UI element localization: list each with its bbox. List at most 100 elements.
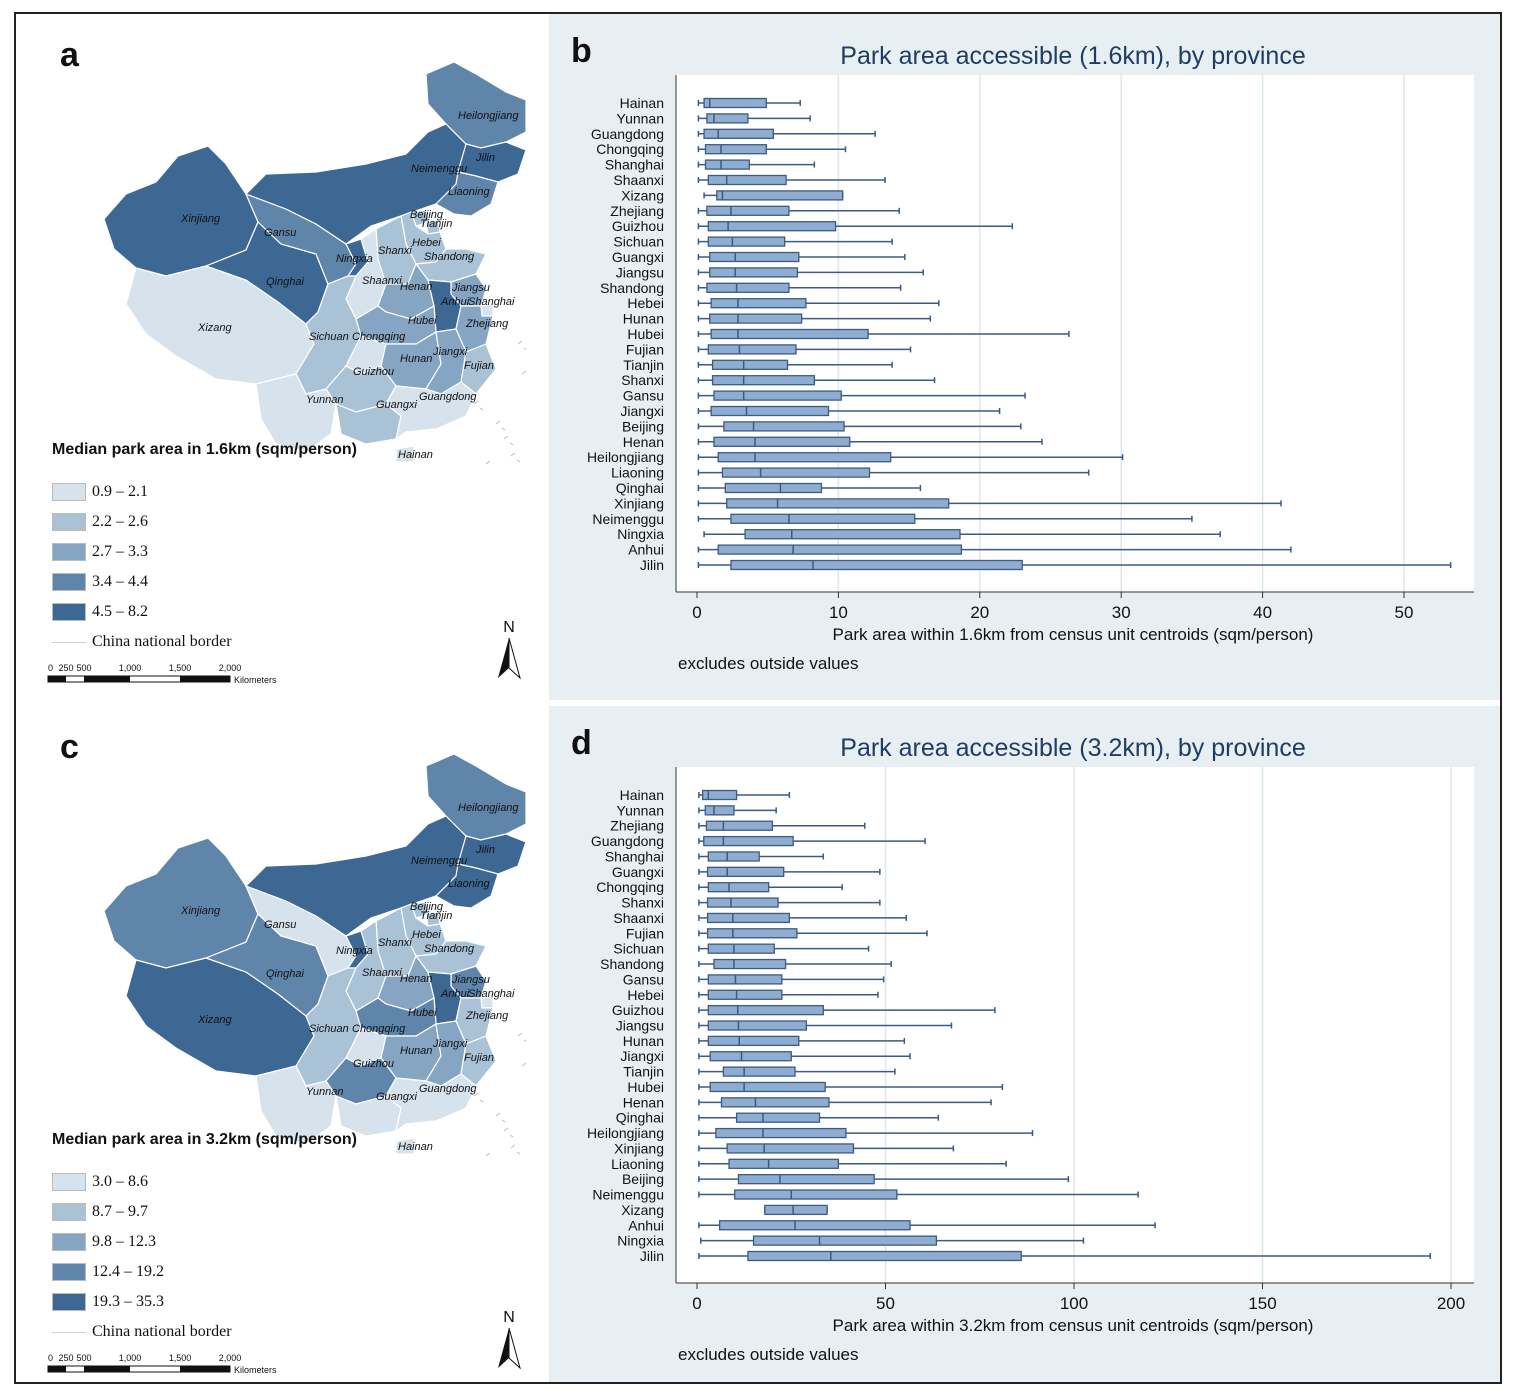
category-label: Heilongjiang <box>587 449 664 465</box>
legend-swatch <box>52 603 86 621</box>
province-label-shaanxi: Shaanxi <box>362 275 402 287</box>
north-arrow-icon: N <box>498 619 521 680</box>
x-tick-label: 150 <box>1248 1294 1276 1313</box>
box-beijing <box>698 1174 1070 1185</box>
province-liaoning <box>435 171 499 217</box>
box-hebei <box>698 989 879 1000</box>
panel-label-b: b <box>571 32 592 70</box>
category-label: Anhui <box>628 542 664 558</box>
category-label: Guangxi <box>612 249 664 265</box>
province-label-heilongjiang: Heilongjiang <box>458 110 519 122</box>
province-label-fujian: Fujian <box>464 360 494 372</box>
province-label-shanxi: Shanxi <box>378 937 412 949</box>
category-label: Hubei <box>627 1079 664 1095</box>
category-label: Gansu <box>623 388 664 404</box>
category-label: Hubei <box>627 326 664 342</box>
iqr-box <box>711 375 816 386</box>
legend-label: China national border <box>92 1323 232 1340</box>
iqr-box <box>728 1158 840 1169</box>
legend-label: 9.8 – 12.3 <box>92 1233 156 1250</box>
category-label: Liaoning <box>611 1156 664 1172</box>
x-tick-label: 50 <box>1395 603 1414 622</box>
chart-title: Park area accessible (3.2km), by provinc… <box>840 734 1305 762</box>
province-label-xinjiang: Xinjiang <box>180 213 221 225</box>
legend-item: 9.8 – 12.3 <box>52 1232 156 1252</box>
category-label: Guizhou <box>612 1002 664 1018</box>
category-label: Yunnan <box>617 802 665 818</box>
box-henan <box>698 1097 992 1108</box>
iqr-box <box>703 835 794 847</box>
category-label: Neimenggu <box>592 511 664 527</box>
legend-title: Median park area in 3.2km (sqm/person) <box>52 1131 357 1148</box>
legend-label: 3.4 – 4.4 <box>92 573 148 590</box>
iqr-box <box>711 359 789 370</box>
province-hainan <box>395 1137 415 1155</box>
iqr-box <box>713 436 851 447</box>
iqr-box <box>707 174 787 186</box>
box-jiangxi <box>698 1051 911 1062</box>
x-tick-label: 0 <box>692 603 701 622</box>
island-markers <box>473 1032 526 1156</box>
province-yunnan <box>255 1065 337 1145</box>
box-neimenggu <box>697 513 1193 524</box>
province-label-hebei: Hebei <box>412 929 441 941</box>
category-label: Hainan <box>620 95 664 111</box>
category-label: Tianjin <box>623 357 664 373</box>
iqr-box <box>726 1143 855 1154</box>
box-jilin <box>698 1250 1432 1262</box>
box-fujian <box>697 344 912 355</box>
iqr-box <box>720 1097 830 1108</box>
category-label: Shaanxi <box>613 910 664 926</box>
legend-item-border: China national border <box>52 1322 232 1342</box>
legend-item: 3.0 – 8.6 <box>52 1172 148 1192</box>
scale-tick-label: 0 <box>48 663 53 673</box>
iqr-box <box>706 912 791 924</box>
province-label-jilin: Jilin <box>475 152 495 164</box>
iqr-box <box>707 1004 824 1016</box>
iqr-box <box>704 144 767 155</box>
iqr-box <box>706 928 798 939</box>
box-guizhou <box>698 1004 996 1016</box>
box-hunan <box>697 313 932 324</box>
category-label: Liaoning <box>611 465 664 481</box>
scale-tick-label: 1,500 <box>169 663 192 673</box>
category-label: Sichuan <box>613 941 664 957</box>
province-label-ningxia: Ningxia <box>336 253 373 265</box>
province-label-yunnan: Yunnan <box>306 1086 344 1098</box>
box-fujian <box>698 928 928 939</box>
iqr-box <box>737 1174 875 1185</box>
chart-note: excludes outside values <box>678 654 859 673</box>
province-label-yunnan: Yunnan <box>306 394 344 406</box>
province-label-ningxia: Ningxia <box>336 945 373 957</box>
province-label-chongqing: Chongqing <box>352 1023 406 1035</box>
box-ningxia <box>703 529 1221 540</box>
province-label-guangxi: Guangxi <box>376 1091 418 1103</box>
category-label: Henan <box>623 434 664 450</box>
province-label-guizhou: Guizhou <box>353 1058 394 1070</box>
x-tick-label: 50 <box>876 1294 895 1313</box>
category-label: Gansu <box>623 971 664 987</box>
legend-label: 12.4 – 19.2 <box>92 1263 164 1280</box>
box-xizang <box>764 1204 828 1216</box>
box-hainan <box>697 97 801 109</box>
category-label: Tianjin <box>623 1064 664 1080</box>
iqr-box <box>702 789 738 801</box>
scale-tick-label: 1,000 <box>119 1353 142 1363</box>
panel-label-a: a <box>60 36 79 74</box>
box-zhejiang <box>697 205 900 216</box>
box-shandong <box>697 282 902 293</box>
category-label: Ningxia <box>617 1233 664 1249</box>
iqr-box <box>752 1235 938 1246</box>
province-label-chongqing: Chongqing <box>352 331 406 343</box>
legend-swatch <box>52 513 86 531</box>
category-label: Zhejiang <box>610 203 664 219</box>
category-label: Henan <box>623 1094 664 1110</box>
category-label: Beijing <box>622 1171 664 1187</box>
province-label-tianjin: Tianjin <box>420 910 452 922</box>
iqr-box <box>709 1051 792 1062</box>
legend-swatch <box>52 543 86 561</box>
category-label: Jilin <box>640 1248 664 1264</box>
category-label: Neimenggu <box>592 1187 664 1203</box>
province-label-fujian: Fujian <box>464 1052 494 1064</box>
box-qinghai <box>698 1112 940 1123</box>
